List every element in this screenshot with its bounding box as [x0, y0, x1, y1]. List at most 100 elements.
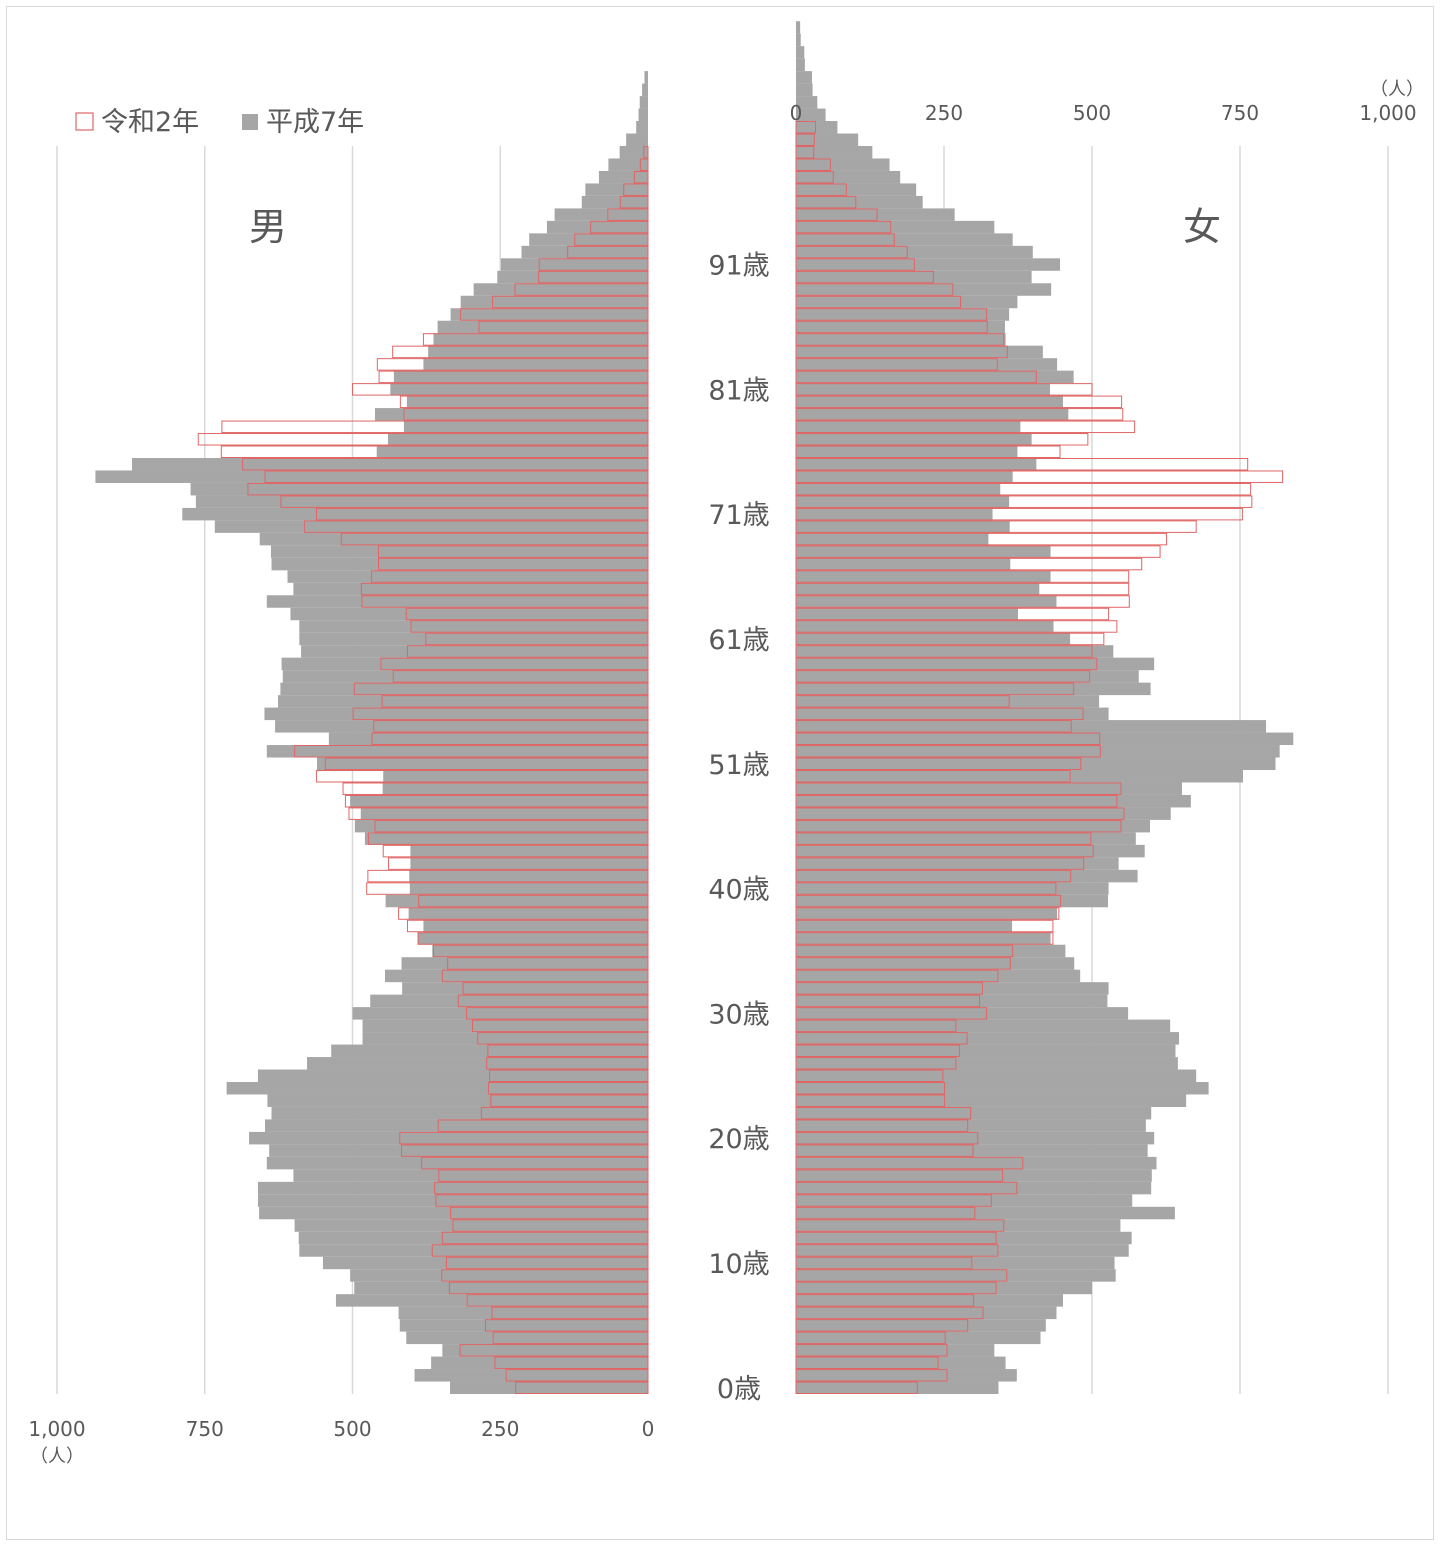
bar-heisei7-female [796, 919, 1013, 933]
bar-reiwa2-female [795, 458, 1249, 471]
bar-reiwa2-male [490, 1094, 649, 1107]
bar-heisei7-male [190, 482, 649, 496]
bar-reiwa2-male [459, 1344, 649, 1357]
bar-reiwa2-male [378, 545, 649, 558]
bar-heisei7-female [796, 794, 1191, 808]
bar-heisei7-female [796, 1156, 1157, 1170]
bar-reiwa2-male [484, 1319, 649, 1332]
bar-reiwa2-female [795, 532, 1168, 546]
bar-heisei7-male [431, 1356, 648, 1370]
bar-heisei7-female [796, 495, 1010, 508]
x-tick-label-female: 500 [1073, 101, 1111, 125]
bar-heisei7-male [417, 932, 648, 945]
bar-reiwa2-female [795, 433, 1089, 446]
bar-reiwa2-male [197, 433, 649, 446]
bar-reiwa2-male [505, 1369, 649, 1382]
bar-heisei7-female [796, 832, 1136, 845]
bar-reiwa2-female [795, 170, 834, 184]
bar-heisei7-female [796, 133, 859, 146]
bar-heisei7-male [257, 1069, 648, 1082]
bar-heisei7-male [638, 108, 648, 122]
bar-heisei7-female [796, 220, 995, 234]
bar-heisei7-male [364, 832, 648, 845]
bar-reiwa2-male [633, 170, 649, 184]
bar-heisei7-female [796, 1381, 999, 1394]
bar-heisei7-female [796, 96, 818, 109]
bar-reiwa2-male [445, 1256, 649, 1270]
age-label: 91歳 [708, 251, 769, 282]
bar-reiwa2-male [487, 1044, 649, 1058]
bar-heisei7-male [409, 869, 648, 883]
bar-reiwa2-female [795, 358, 998, 371]
bar-heisei7-male [331, 1044, 648, 1058]
bar-reiwa2-female [795, 1244, 999, 1257]
bar-heisei7-female [796, 1231, 1132, 1245]
bar-reiwa2-female [795, 770, 1071, 783]
bar-reiwa2-female [795, 570, 1130, 583]
bar-heisei7-male [382, 782, 648, 795]
bar-reiwa2-female [795, 857, 1085, 870]
bar-heisei7-male [410, 857, 648, 870]
bar-heisei7-male [350, 794, 648, 808]
panel-title-female: 女 [1183, 205, 1221, 249]
bar-reiwa2-male [399, 395, 649, 409]
bar-reiwa2-female [795, 295, 962, 309]
bar-heisei7-male [450, 1381, 648, 1394]
bar-heisei7-female [796, 782, 1182, 795]
bar-reiwa2-female [795, 345, 1008, 359]
bar-reiwa2-male [619, 195, 649, 209]
bar-reiwa2-female [795, 1344, 948, 1357]
bar-reiwa2-male [643, 146, 649, 159]
bar-reiwa2-male [352, 707, 649, 721]
bar-heisei7-female [796, 395, 1063, 409]
bar-heisei7-male [390, 383, 648, 396]
x-tick-label-male: 0 [642, 1417, 655, 1441]
bar-reiwa2-male [447, 957, 649, 970]
bar-heisei7-female [796, 308, 1010, 321]
bar-reiwa2-male [431, 1244, 649, 1257]
bar-heisei7-male [383, 770, 648, 783]
bar-heisei7-female [796, 695, 1100, 708]
bar-heisei7-female [796, 857, 1119, 870]
bar-reiwa2-male [361, 595, 649, 608]
bar-heisei7-female [796, 994, 1108, 1008]
bar-reiwa2-male [324, 757, 649, 771]
bar-heisei7-male [450, 308, 648, 321]
bar-reiwa2-female [795, 233, 895, 246]
bar-heisei7-female [796, 807, 1171, 820]
bar-heisei7-female [796, 83, 813, 97]
bar-heisei7-female [796, 170, 901, 184]
bar-reiwa2-male [410, 620, 649, 633]
bar-reiwa2-female [795, 270, 934, 284]
bar-heisei7-female [796, 1294, 1063, 1307]
bar-heisei7-female [796, 1194, 1133, 1207]
bar-heisei7-female [796, 1181, 1152, 1195]
bar-heisei7-male [402, 982, 648, 995]
age-label: 61歳 [708, 625, 769, 656]
panel-title-male: 男 [249, 205, 287, 249]
bar-reiwa2-female [795, 1181, 1018, 1195]
bar-heisei7-male [639, 96, 648, 109]
bar-heisei7-female [796, 882, 1109, 895]
bar-heisei7-female [796, 1057, 1178, 1070]
bar-reiwa2-male [367, 869, 649, 883]
x-tick-label-male: 500 [333, 1417, 371, 1441]
bar-heisei7-male [290, 607, 648, 621]
bar-reiwa2-male [422, 333, 649, 346]
bar-heisei7-male [387, 433, 648, 446]
bar-heisei7-female [796, 869, 1138, 883]
bar-reiwa2-female [795, 582, 1130, 596]
bar-heisei7-male [266, 745, 648, 758]
bar-reiwa2-female [795, 1069, 944, 1083]
bar-heisei7-female [796, 121, 838, 134]
bar-heisei7-female [796, 146, 873, 159]
bar-reiwa2-female [795, 146, 815, 159]
bar-heisei7-male [264, 707, 648, 721]
bar-heisei7-female [796, 532, 989, 546]
bar-heisei7-male [642, 83, 648, 97]
bars-reiwa2 [197, 121, 1284, 1395]
bar-reiwa2-male [403, 408, 649, 421]
bar-reiwa2-female [795, 1331, 946, 1345]
bar-heisei7-male [352, 1007, 648, 1020]
bar-reiwa2-male [381, 695, 649, 708]
